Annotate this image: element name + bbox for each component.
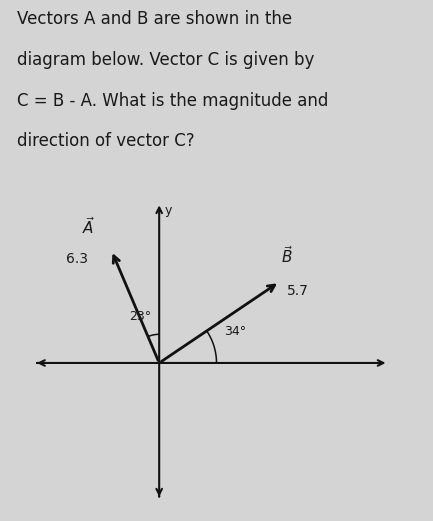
Text: 5.7: 5.7 [287,284,309,297]
Text: C = B - A. What is the magnitude and: C = B - A. What is the magnitude and [17,92,329,110]
Text: diagram below. Vector C is given by: diagram below. Vector C is given by [17,51,315,69]
Text: 34°: 34° [224,325,246,338]
Text: 6.3: 6.3 [66,252,88,266]
Text: y: y [165,204,172,217]
Text: 23°: 23° [129,310,151,323]
Text: $\vec{A}$: $\vec{A}$ [82,216,95,237]
Text: Vectors A and B are shown in the: Vectors A and B are shown in the [17,10,292,29]
Text: direction of vector C?: direction of vector C? [17,132,195,151]
Text: $\vec{B}$: $\vec{B}$ [281,245,294,267]
